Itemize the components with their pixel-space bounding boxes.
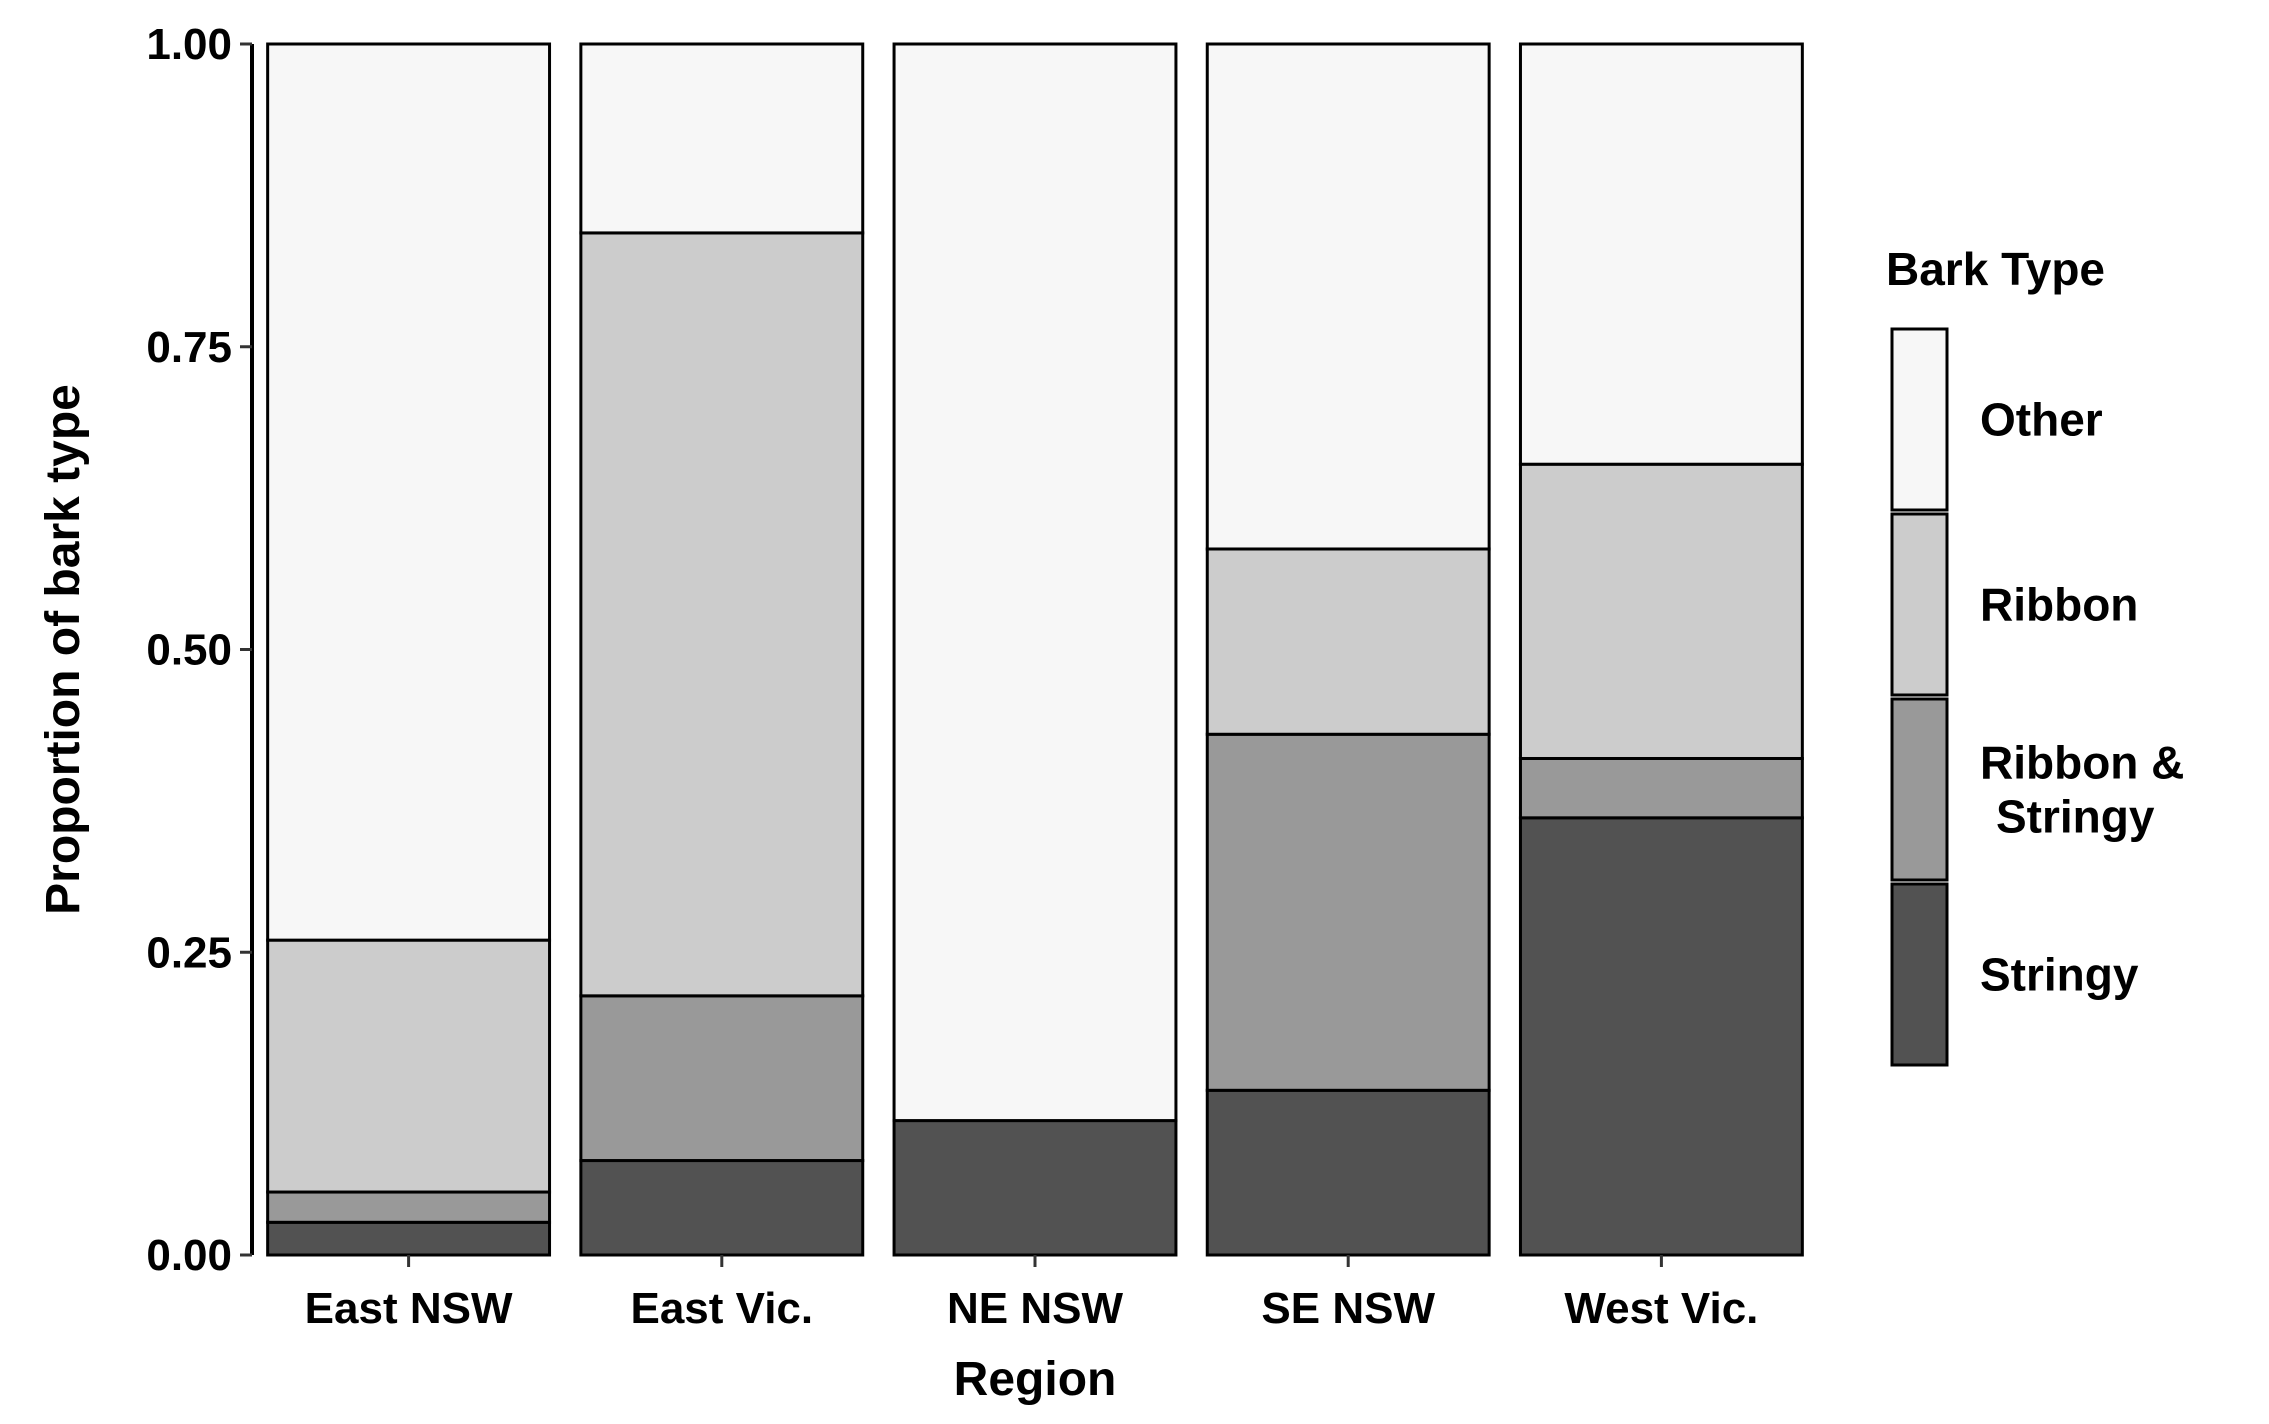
bar-segment-se-nsw-ribbon-and-stringy — [1205, 732, 1491, 1092]
bar-segment-east-nsw-other — [266, 42, 552, 942]
x-tick-label-ne-nsw: NE NSW — [947, 1284, 1123, 1333]
y-tick-label: 0.00 — [146, 1231, 232, 1280]
x-tick-label-east-nsw: East NSW — [305, 1284, 513, 1333]
y-tick-label: 1.00 — [146, 20, 232, 69]
bar-segment-se-nsw-other — [1205, 42, 1491, 551]
legend-key-ribbon-and-stringy — [1890, 697, 1949, 882]
legend-label-line: Ribbon — [1980, 579, 2138, 631]
bars-group — [266, 42, 1804, 1257]
legend-label-line: Ribbon & — [1980, 737, 2184, 789]
bar-segment-east-vic-other — [579, 42, 865, 235]
x-tick-label-east-vic: East Vic. — [630, 1284, 813, 1333]
bar-segment-se-nsw-ribbon — [1205, 547, 1491, 736]
x-tick-label-se-nsw: SE NSW — [1261, 1284, 1435, 1333]
legend-title: Bark Type — [1886, 243, 2105, 295]
x-tick-label-west-vic: West Vic. — [1564, 1284, 1758, 1333]
x-axis-title: Region — [954, 1353, 1117, 1406]
y-tick-label: 0.25 — [146, 928, 232, 977]
y-axis-title: Proportion of bark type — [37, 384, 90, 915]
bar-segment-east-vic-ribbon-and-stringy — [579, 994, 865, 1163]
bar-segment-west-vic-stringy — [1518, 816, 1804, 1257]
bar-segment-east-vic-stringy — [579, 1159, 865, 1257]
legend-label-ribbon-and-stringy: Ribbon & Stringy — [1980, 737, 2184, 843]
legend-key-ribbon — [1890, 512, 1949, 697]
bar-segment-east-vic-ribbon — [579, 231, 865, 998]
bar-segment-west-vic-ribbon — [1518, 462, 1804, 760]
y-tick-label: 0.75 — [146, 323, 232, 372]
bar-segment-east-nsw-ribbon — [266, 938, 552, 1194]
axes-group: East NSW East Vic. NE NSW SE NSW West Vic. 0.… — [146, 20, 1758, 1333]
legend-key-other — [1890, 327, 1949, 512]
bar-segment-ne-nsw-other — [892, 42, 1178, 1123]
bar-segment-east-nsw-stringy — [266, 1220, 552, 1257]
bar-segment-west-vic-other — [1518, 42, 1804, 466]
legend-label-ribbon: Ribbon — [1980, 579, 2138, 631]
legend-label-line: Stringy — [1996, 791, 2155, 843]
y-tick-label: 0.50 — [146, 626, 232, 675]
legend-label-other: Other — [1980, 394, 2103, 446]
bar-segment-se-nsw-stringy — [1205, 1088, 1491, 1257]
bar-segment-ne-nsw-stringy — [892, 1119, 1178, 1257]
bar-segment-east-nsw-ribbon-and-stringy — [266, 1190, 552, 1224]
legend-key-stringy — [1890, 882, 1949, 1067]
legend-label-line: Other — [1980, 394, 2103, 446]
legend-label-line: Stringy — [1980, 949, 2139, 1001]
bar-segment-west-vic-ribbon-and-stringy — [1518, 756, 1804, 820]
legend-label-stringy: Stringy — [1980, 949, 2139, 1001]
